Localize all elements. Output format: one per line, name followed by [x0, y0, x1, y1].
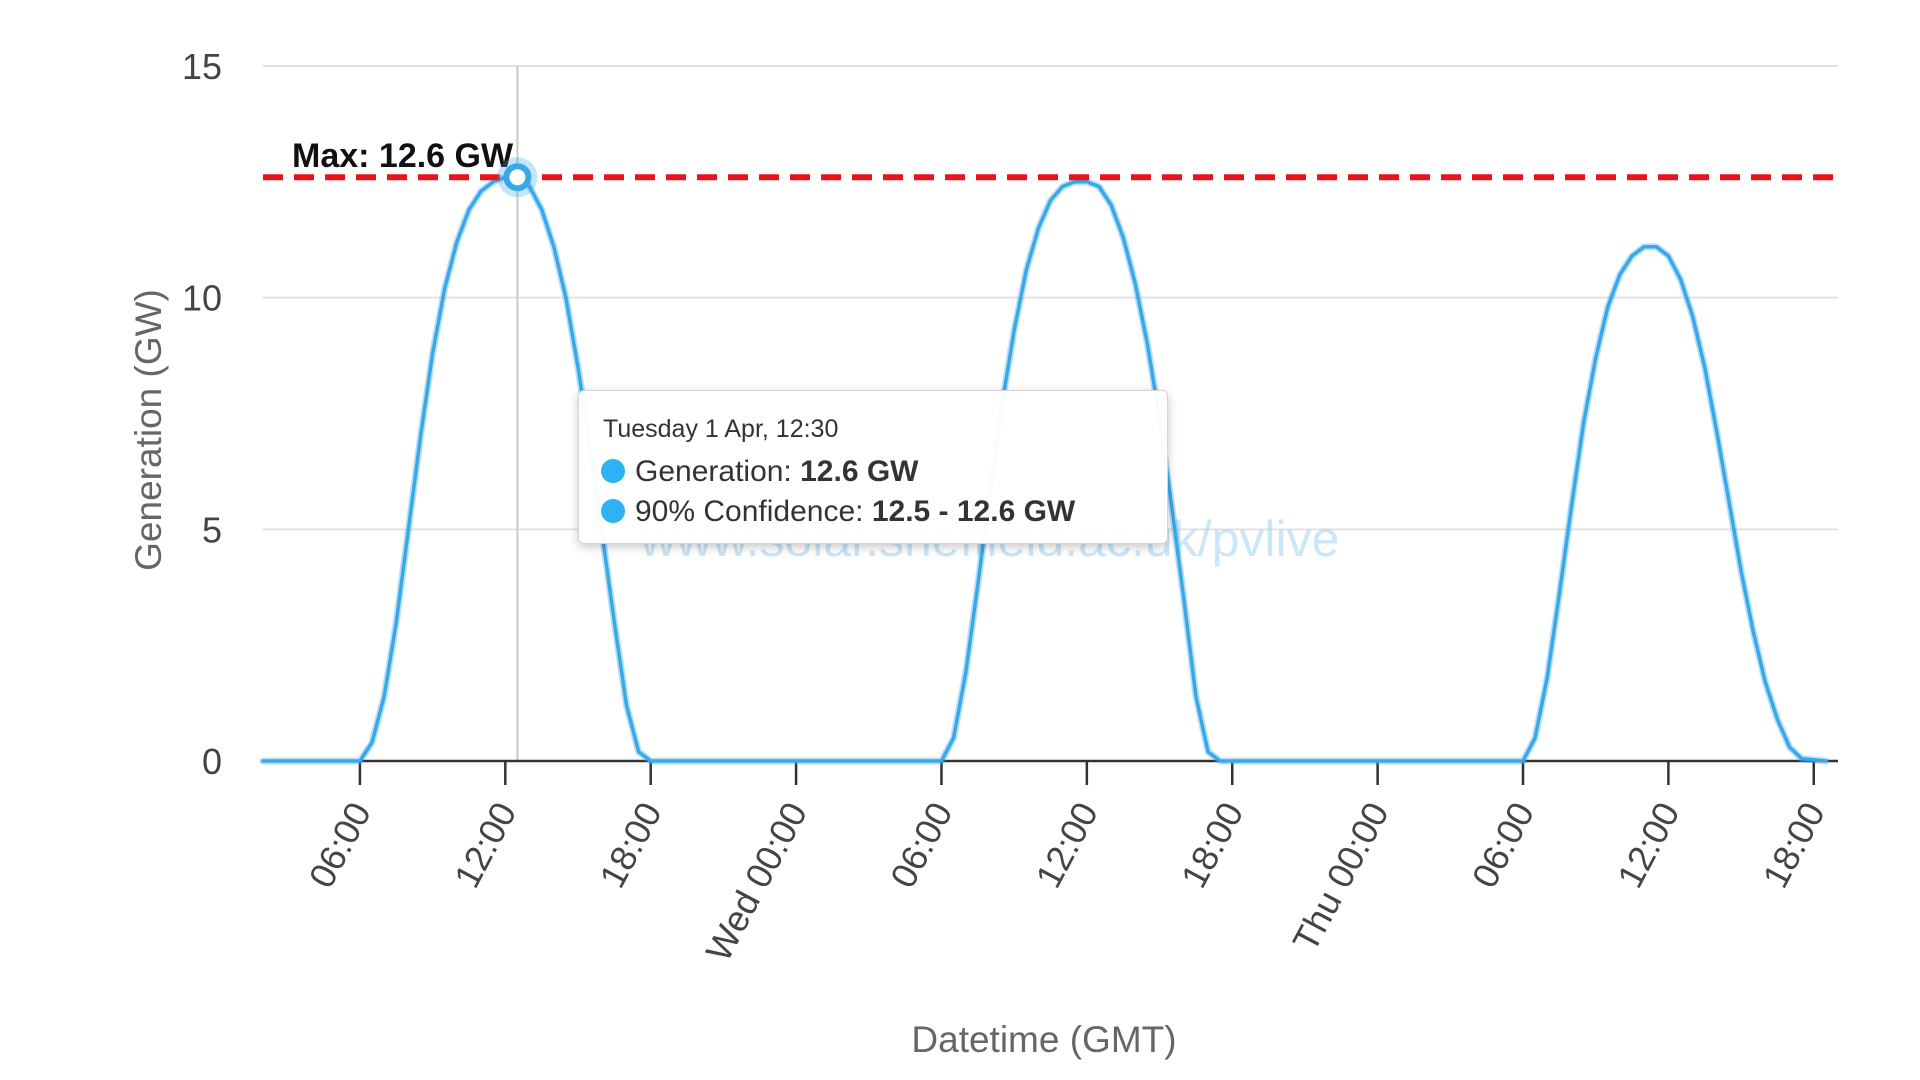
generation-series-line — [261, 175, 1828, 763]
y-tick-label: 10 — [182, 278, 222, 319]
series-dot-icon — [601, 459, 625, 483]
y-axis-title: Generation (GW) — [128, 289, 169, 571]
series-dot-icon — [601, 499, 625, 523]
max-label: Max: 12.6 GW — [292, 137, 514, 175]
tooltip-confidence-label: 90% Confidence: — [635, 495, 872, 528]
tooltip-header: Tuesday 1 Apr, 12:30 — [603, 415, 839, 443]
x-tick-label: 06:00 — [882, 796, 960, 895]
x-tick-label: 12:00 — [1027, 796, 1105, 895]
x-axis-title: Datetime (GMT) — [911, 1019, 1176, 1060]
x-tick-label: 18:00 — [591, 796, 669, 895]
x-tick-label: 06:00 — [1464, 796, 1542, 895]
tooltip-generation-label: Generation: — [635, 455, 801, 488]
tooltip-row-confidence: 90% Confidence: 12.5 - 12.6 GW — [601, 492, 1145, 532]
tooltip: Tuesday 1 Apr, 12:30 Generation: 12.6 GW… — [578, 390, 1168, 544]
series-layer — [259, 173, 1830, 765]
x-tick-label: 12:00 — [1609, 796, 1687, 895]
x-tick-label: 06:00 — [300, 796, 378, 895]
x-tick-label: 18:00 — [1173, 796, 1251, 895]
tooltip-row-generation: Generation: 12.6 GW — [601, 452, 1145, 492]
tooltip-generation-value: 12.6 GW — [800, 455, 919, 488]
highlight-marker — [503, 163, 532, 192]
tooltip-confidence-value: 12.5 - 12.6 GW — [871, 495, 1076, 528]
x-tick-label: Thu 00:00 — [1284, 796, 1396, 958]
x-tick-label: 12:00 — [446, 796, 524, 895]
y-tick-label: 15 — [182, 46, 222, 87]
x-tick-label: 18:00 — [1754, 796, 1832, 895]
y-tick-label: 0 — [202, 741, 222, 782]
x-tick-label: Wed 00:00 — [698, 796, 816, 968]
y-tick-label: 5 — [202, 509, 222, 550]
annotations: Max: 12.6 GW — [263, 137, 1838, 198]
